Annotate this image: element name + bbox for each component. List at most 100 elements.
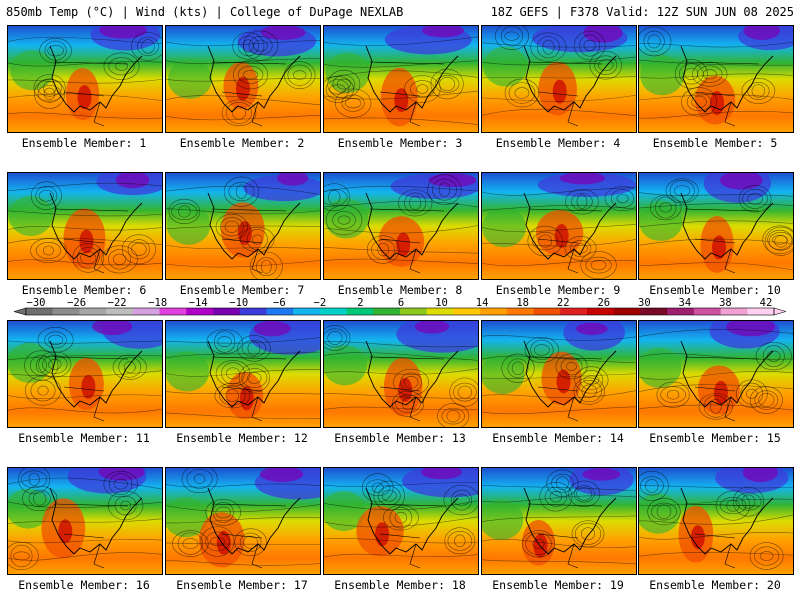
- map-frame: [481, 172, 637, 280]
- colorbar-segment: [186, 308, 214, 315]
- header-run-info: 18Z GEFS | F378 Valid: 12Z SUN JUN 08 20…: [490, 5, 794, 19]
- temperature-map: [482, 26, 636, 132]
- colorbar-tick-label: 6: [397, 297, 405, 309]
- ensemble-member-panel: Ensemble Member: 10: [638, 172, 794, 297]
- ensemble-member-panel: Ensemble Member: 1: [7, 25, 163, 150]
- ensemble-member-panel: Ensemble Member: 12: [165, 320, 321, 445]
- ensemble-member-panel: Ensemble Member: 6: [7, 172, 163, 297]
- colorbar-tick-label: −10: [229, 297, 249, 309]
- ensemble-member-label: Ensemble Member: 14: [492, 431, 624, 445]
- colorbar-segment: [720, 308, 748, 315]
- temperature-map: [482, 173, 636, 279]
- colorbar-high-arrow: [773, 307, 786, 316]
- colorbar-tick-label: −18: [148, 297, 168, 309]
- temperature-map: [166, 173, 320, 279]
- colorbar-tick-label: 10: [435, 297, 448, 309]
- ensemble-member-label: Ensemble Member: 6: [21, 283, 147, 297]
- ensemble-member-panel: Ensemble Member: 7: [165, 172, 321, 297]
- colorbar-segment: [346, 308, 374, 315]
- temperature-map: [324, 173, 478, 279]
- map-frame: [323, 25, 479, 133]
- temperature-map: [166, 321, 320, 427]
- colorbar-tick-label: −2: [313, 297, 327, 309]
- colorbar-segment: [480, 308, 508, 315]
- map-frame: [165, 467, 321, 575]
- colorbar-segment: [613, 308, 641, 315]
- temperature-map: [166, 26, 320, 132]
- colorbar-tick-label: 22: [556, 297, 570, 309]
- ensemble-member-label: Ensemble Member: 5: [652, 136, 778, 150]
- colorbar-segment: [132, 308, 161, 315]
- ensemble-member-label: Ensemble Member: 11: [18, 431, 150, 445]
- ensemble-member-label: Ensemble Member: 3: [337, 136, 463, 150]
- colorbar-tick-label: 34: [678, 297, 692, 309]
- ensemble-member-label: Ensemble Member: 4: [495, 136, 621, 150]
- ensemble-member-panel: Ensemble Member: 18: [323, 467, 479, 592]
- map-frame: [165, 320, 321, 428]
- colorbar-segment: [319, 308, 348, 315]
- temperature-map: [324, 321, 478, 427]
- map-frame: [323, 172, 479, 280]
- colorbar-segment: [293, 308, 321, 315]
- colorbar-tick-label: 38: [719, 297, 732, 309]
- ensemble-member-panel: Ensemble Member: 5: [638, 25, 794, 150]
- colorbar-tick-label: −14: [188, 297, 208, 309]
- ensemble-member-panel: Ensemble Member: 17: [165, 467, 321, 592]
- ensemble-member-panel: Ensemble Member: 4: [481, 25, 637, 150]
- colorbar-segment: [640, 308, 668, 315]
- colorbar-tick-label: 42: [759, 297, 773, 309]
- ensemble-member-panel: Ensemble Member: 11: [7, 320, 163, 445]
- ensemble-member-panel: Ensemble Member: 15: [638, 320, 794, 445]
- ensemble-member-label: Ensemble Member: 16: [18, 578, 150, 592]
- ensemble-member-panel: Ensemble Member: 2: [165, 25, 321, 150]
- temperature-map: [166, 468, 320, 574]
- temperature-map: [8, 468, 162, 574]
- map-frame: [481, 25, 637, 133]
- ensemble-member-panel: Ensemble Member: 14: [481, 320, 637, 445]
- colorbar-segment: [426, 308, 454, 315]
- ensemble-member-panel: Ensemble Member: 16: [7, 467, 163, 592]
- ensemble-member-label: Ensemble Member: 20: [649, 578, 781, 592]
- colorbar-segment: [560, 308, 588, 315]
- ensemble-member-label: Ensemble Member: 13: [334, 431, 466, 445]
- map-frame: [638, 467, 794, 575]
- map-frame: [7, 172, 163, 280]
- temperature-map: [8, 321, 162, 427]
- temperature-colorbar: [14, 307, 786, 316]
- map-frame: [165, 25, 321, 133]
- ensemble-member-label: Ensemble Member: 12: [176, 431, 308, 445]
- temperature-map: [639, 173, 793, 279]
- temperature-map: [482, 321, 636, 427]
- ensemble-member-label: Ensemble Member: 9: [495, 283, 621, 297]
- ensemble-member-label: Ensemble Member: 10: [649, 283, 781, 297]
- map-frame: [481, 320, 637, 428]
- colorbar-tick-labels: −30 −26 −22 −18 −14 −10 −6 −2 2 6 10 14 18 22 26 30 34 38…: [0, 297, 800, 309]
- ensemble-member-panel: Ensemble Member: 20: [638, 467, 794, 592]
- map-frame: [323, 467, 479, 575]
- ensemble-member-panel: Ensemble Member: 3: [323, 25, 479, 150]
- colorbar-tick-label: −30: [26, 297, 46, 309]
- map-frame: [7, 467, 163, 575]
- map-frame: [165, 172, 321, 280]
- ensemble-member-panel: Ensemble Member: 8: [323, 172, 479, 297]
- temperature-map: [8, 173, 162, 279]
- ensemble-member-panel: Ensemble Member: 19: [481, 467, 637, 592]
- colorbar-tick-label: 14: [475, 297, 489, 309]
- temperature-map: [324, 26, 478, 132]
- colorbar-tick-label: −6: [273, 297, 286, 309]
- colorbar-segment: [26, 308, 54, 315]
- colorbar-segment: [79, 308, 107, 315]
- colorbar-tick-label: −26: [67, 297, 87, 309]
- map-frame: [638, 25, 794, 133]
- temperature-map: [8, 26, 162, 132]
- colorbar-segment: [693, 308, 722, 315]
- colorbar-segment: [239, 308, 267, 315]
- colorbar-segment: [159, 308, 187, 315]
- colorbar-segment: [453, 308, 481, 315]
- colorbar-segment: [506, 308, 535, 315]
- colorbar-low-arrow: [14, 307, 27, 316]
- colorbar-segment: [587, 308, 615, 315]
- ensemble-member-label: Ensemble Member: 18: [334, 578, 466, 592]
- temperature-map: [639, 26, 793, 132]
- colorbar-segment: [667, 308, 695, 315]
